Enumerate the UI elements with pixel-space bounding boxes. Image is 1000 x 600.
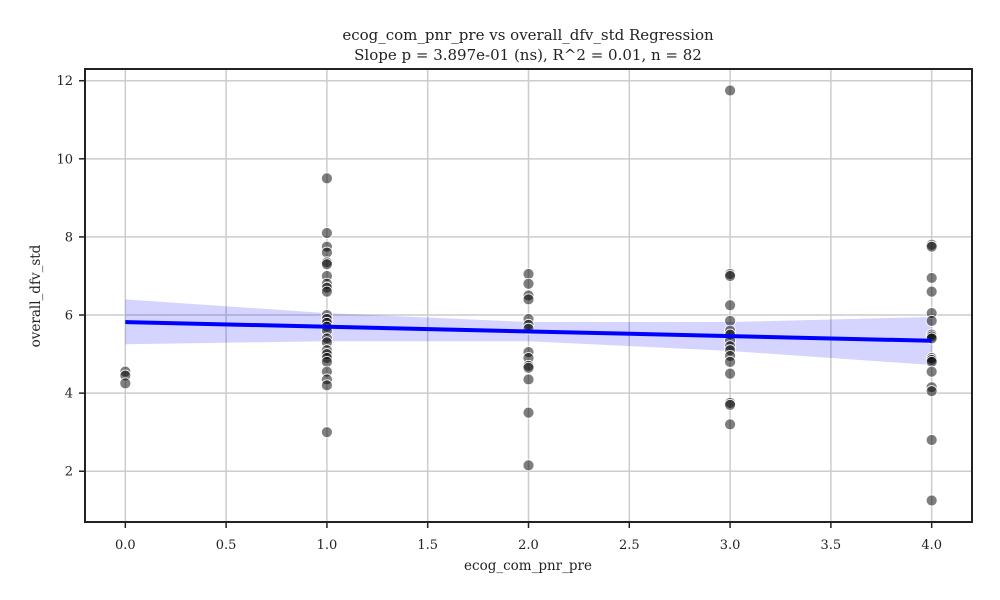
data-point — [925, 494, 938, 507]
x-tick-label: 3.0 — [720, 538, 741, 553]
chart-title: ecog_com_pnr_pre vs overall_dfv_std Regr… — [342, 26, 714, 44]
y-tick-label: 8 — [65, 230, 73, 245]
data-point — [321, 172, 333, 185]
y-tick-label: 4 — [65, 387, 73, 402]
data-point — [522, 361, 535, 374]
x-tick-label: 4.0 — [921, 538, 942, 553]
data-point — [724, 314, 736, 327]
data-point — [724, 367, 736, 380]
data-point — [321, 426, 333, 439]
data-point — [925, 355, 938, 368]
data-point — [925, 240, 938, 253]
data-point — [522, 373, 535, 386]
data-point — [724, 270, 736, 282]
x-axis-label: ecog_com_pnr_pre — [464, 558, 592, 574]
data-point — [925, 434, 938, 446]
data-point — [522, 459, 535, 472]
data-point — [925, 272, 938, 284]
data-point — [321, 246, 333, 259]
data-point — [522, 277, 535, 290]
data-point — [724, 84, 736, 97]
grid-lines — [85, 69, 972, 522]
y-tick-label: 10 — [56, 152, 73, 167]
data-point — [522, 268, 535, 280]
chart-subtitle: Slope p = 3.897e-01 (ns), R^2 = 0.01, n … — [354, 46, 702, 64]
regression-line-group — [125, 320, 932, 343]
data-point — [321, 227, 333, 239]
data-point — [321, 285, 333, 298]
data-point — [119, 377, 132, 390]
data-point — [724, 418, 736, 431]
x-tick-label: 0.0 — [115, 538, 136, 553]
x-tick-label: 1.0 — [317, 538, 338, 553]
data-point — [925, 314, 938, 327]
data-point — [925, 365, 938, 378]
data-point — [321, 258, 333, 271]
axis-ticks: 0.0 0.5 1.0 1.5 2.0 2.5 3.0 3.5 4.0 2 4 6 8 10 12 — [56, 74, 942, 553]
data-point — [321, 379, 333, 392]
x-tick-label: 1.5 — [417, 538, 438, 553]
x-tick-label: 2.5 — [619, 538, 640, 553]
data-point — [321, 355, 333, 368]
y-tick-label: 2 — [65, 465, 73, 480]
regression-line — [125, 320, 932, 343]
x-tick-label: 2.0 — [518, 538, 539, 553]
x-tick-label: 0.5 — [216, 538, 237, 553]
y-tick-label: 6 — [65, 309, 73, 324]
data-point — [522, 293, 535, 306]
data-point — [724, 355, 736, 368]
data-point — [925, 385, 938, 398]
y-tick-label: 12 — [56, 74, 73, 89]
data-point — [724, 398, 736, 411]
data-point — [925, 285, 938, 298]
y-axis-label: overall_dfv_std — [28, 244, 44, 347]
x-tick-label: 3.5 — [821, 538, 842, 553]
data-point — [724, 299, 736, 312]
data-point — [522, 406, 535, 419]
